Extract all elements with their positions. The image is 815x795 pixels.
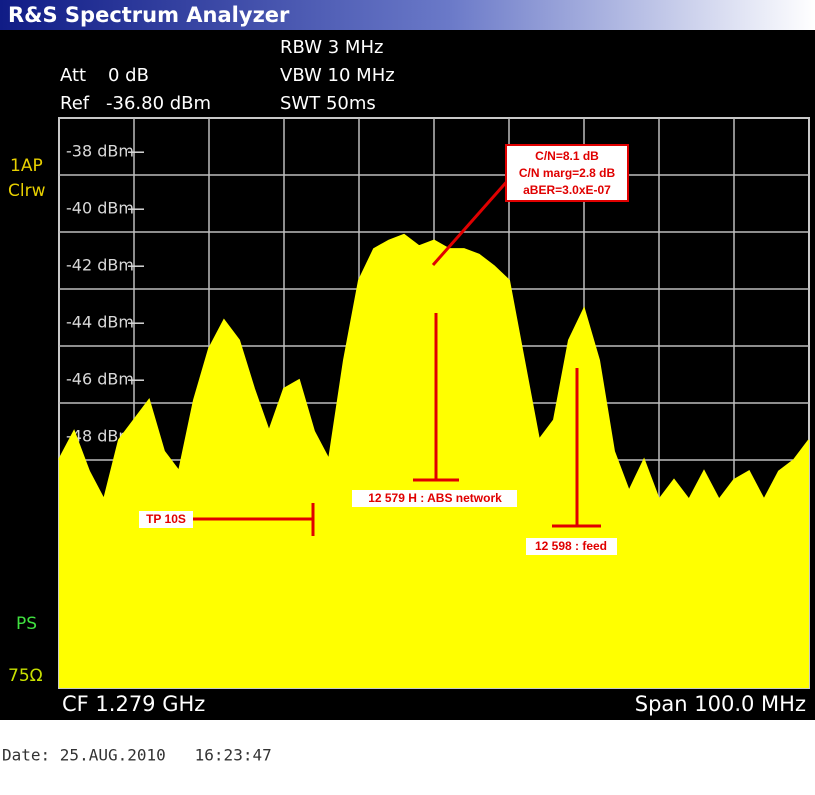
ref-value: -36.80 dBm	[106, 93, 211, 114]
ref-label: Ref	[60, 93, 90, 114]
plot-area: -38 dBm -40 dBm -42 dBm -44 dBm -46 dBm -48 d…	[58, 117, 810, 689]
ps-label: PS	[16, 614, 37, 634]
label-bg	[526, 538, 617, 555]
measurement: C/N=8.1 dB	[535, 149, 599, 163]
center-frequency: CF 1.279 GHz	[62, 692, 205, 716]
title: R&S Spectrum Analyzer	[8, 3, 290, 27]
y-tick-label: -44 dBm	[66, 313, 134, 332]
annotation-box	[505, 144, 629, 202]
y-tick-label: -46 dBm	[66, 370, 134, 389]
vbw: VBW 10 MHz	[280, 65, 395, 86]
measurement: aBER=3.0xE-07	[523, 183, 611, 197]
pointer	[431, 177, 512, 266]
y-tick-label: -38 dBm	[66, 142, 134, 161]
rbw: RBW 3 MHz	[280, 37, 383, 58]
y-tick-label: -42 dBm	[66, 256, 134, 275]
trace-label: 1AP	[10, 156, 43, 176]
impedance-label: 75Ω	[8, 666, 43, 686]
mode-label: Clrw	[8, 181, 46, 201]
feed-label: 12 598 : feed	[535, 539, 607, 553]
measurement: C/N marg=2.8 dB	[519, 166, 616, 180]
abs-label: 12 579 H : ABS network	[368, 491, 502, 505]
y-tick-label: -48 dBm	[66, 427, 134, 446]
date: Date: 25.AUG.2010 16:23:47	[2, 746, 272, 765]
att-label: Att	[60, 65, 86, 86]
label-bg	[352, 490, 517, 507]
title-bar	[0, 0, 815, 30]
trace-fill	[59, 234, 809, 688]
label-bg	[139, 511, 193, 528]
trace	[58, 233, 810, 503]
att-value: 0 dB	[108, 65, 149, 86]
tp-label: TP 10S	[146, 512, 186, 526]
swt: SWT 50ms	[280, 93, 376, 114]
y-tick-label: -40 dBm	[66, 199, 134, 218]
span: Span 100.0 MHz	[635, 692, 806, 716]
